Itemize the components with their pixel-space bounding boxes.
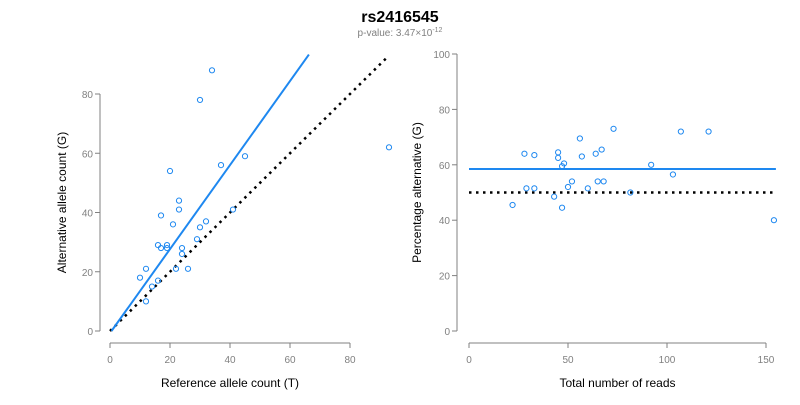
- data-point: [558, 163, 566, 170]
- x-tick-label: 20: [164, 355, 176, 366]
- fit-line: [110, 54, 310, 332]
- data-point: [770, 217, 778, 224]
- chart-title: rs2416545: [361, 9, 439, 26]
- reference-line: [109, 57, 387, 332]
- data-point: [551, 193, 558, 200]
- data-point: [576, 135, 583, 142]
- data-point: [669, 171, 677, 178]
- subtitle-prefix: p-value: 3.47×10: [358, 28, 433, 39]
- y-tick-label: 100: [433, 50, 450, 61]
- data-point: [594, 178, 601, 185]
- data-point: [558, 204, 566, 211]
- y-axis-title: Percentage alternative (G): [410, 122, 424, 263]
- y-axis-title: Alternative allele count (G): [55, 132, 69, 273]
- chart-subtitle: p-value: 3.47×10-12: [358, 27, 443, 39]
- data-point: [241, 153, 249, 160]
- data-point: [705, 128, 712, 135]
- x-tick-label: 100: [659, 355, 676, 366]
- data-point: [196, 96, 204, 104]
- data-point: [157, 244, 165, 252]
- data-point: [531, 152, 538, 159]
- data-point: [648, 161, 655, 168]
- data-point: [157, 212, 165, 219]
- data-point: [142, 298, 150, 305]
- data-point: [193, 236, 201, 243]
- data-point: [578, 153, 585, 160]
- x-tick-label: 0: [466, 355, 472, 366]
- data-point: [178, 250, 186, 258]
- data-point: [208, 67, 216, 74]
- data-point: [172, 265, 180, 272]
- y-tick-label: 0: [444, 327, 450, 338]
- data-point: [163, 244, 171, 252]
- data-point: [385, 144, 393, 151]
- x-tick-label: 50: [562, 355, 574, 366]
- data-point: [555, 149, 562, 156]
- data-point: [217, 162, 225, 169]
- y-tick-label: 80: [439, 105, 451, 116]
- data-point: [229, 206, 237, 213]
- data-point: [600, 178, 607, 185]
- data-point: [509, 201, 516, 209]
- y-tick-label: 40: [439, 216, 451, 227]
- data-point: [166, 167, 174, 175]
- x-tick-label: 60: [284, 355, 296, 366]
- data-point: [175, 197, 183, 204]
- data-point: [610, 125, 617, 132]
- data-point: [598, 146, 605, 153]
- data-point: [202, 218, 210, 225]
- data-point: [677, 128, 684, 135]
- y-tick-label: 0: [87, 327, 93, 338]
- x-axis-title: Total number of reads: [559, 376, 675, 390]
- right-panel: 0 50 100 150 0 20 40 60 80 100 Total number of rea…: [410, 50, 778, 390]
- data-point: [592, 150, 599, 157]
- data-point: [555, 154, 562, 161]
- data-point: [568, 178, 576, 185]
- data-point: [196, 224, 204, 231]
- x-axis-title: Reference allele count (T): [161, 376, 299, 390]
- subtitle-exponent: -12: [432, 27, 442, 34]
- y-tick-label: 20: [439, 272, 451, 283]
- data-point: [148, 283, 156, 290]
- data-point: [184, 265, 192, 272]
- data-point: [531, 185, 538, 192]
- data-point: [523, 185, 530, 192]
- data-point: [584, 185, 591, 192]
- data-point: [154, 241, 162, 249]
- x-tick-label: 0: [107, 355, 113, 366]
- data-point: [169, 221, 177, 228]
- y-tick-label: 60: [439, 161, 451, 172]
- y-tick-label: 20: [82, 268, 94, 279]
- x-tick-label: 40: [224, 355, 236, 366]
- y-tick-label: 40: [82, 209, 94, 220]
- data-point: [175, 206, 183, 213]
- data-point: [136, 274, 144, 281]
- data-point: [178, 244, 186, 252]
- x-tick-label: 80: [344, 355, 356, 366]
- data-point: [521, 150, 528, 157]
- y-tick-label: 80: [82, 90, 94, 101]
- data-point: [154, 277, 162, 284]
- y-tick-label: 60: [82, 149, 94, 160]
- data-point: [627, 189, 634, 196]
- data-point: [142, 265, 150, 272]
- x-tick-label: 150: [758, 355, 775, 366]
- data-point: [163, 241, 171, 249]
- left-panel: 0 20 40 60 80 0 20 40 60 80 Reference allele count…: [55, 54, 393, 390]
- data-point: [564, 183, 572, 191]
